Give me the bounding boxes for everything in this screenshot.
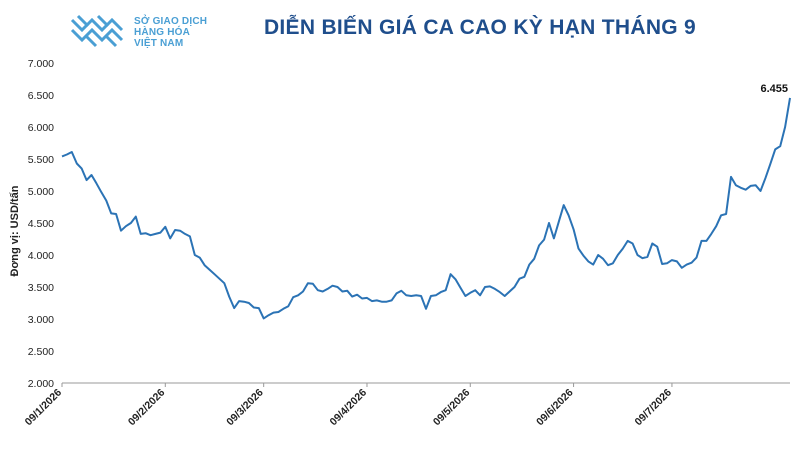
logo-line-2: HÀNG HÓA (134, 27, 191, 38)
header: SỞ GIAO DỊCH HÀNG HÓA VIỆT NAM DIỄN BIẾN… (0, 0, 800, 60)
logo-line-3: VIỆT NAM (134, 38, 184, 49)
data-labels: 6.455 (760, 83, 788, 95)
x-tick-label: 09/5/2026 (431, 387, 473, 429)
y-tick-label: 3.000 (28, 314, 54, 326)
y-tick-label: 2.500 (28, 346, 54, 358)
x-tick-label: 09/6/2026 (534, 387, 576, 429)
chart-title: DIỄN BIẾN GIÁ CA CAO KỲ HẠN THÁNG 9 (263, 16, 697, 39)
y-tick-label: 2.000 (28, 378, 54, 390)
x-tick-label: 09/7/2026 (633, 387, 675, 429)
y-ticks: 2.000 2.500 3.000 3.500 4.000 4.500 5.000 5.500… (28, 58, 54, 390)
x-tick-label: 09/1/2026 (23, 387, 65, 429)
y-tick-label: 3.500 (28, 282, 54, 294)
x-tick-label: 09/4/2026 (328, 387, 370, 429)
logo-text: SỞ GIAO DỊCH HÀNG HÓA VIỆT NAM (134, 16, 207, 49)
x-tick-label: 09/3/2026 (224, 387, 266, 429)
price-line (61, 97, 791, 320)
x-ticks: 09/1/2026 09/2/2026 09/3/2026 09/4/2026 09/5… (23, 383, 675, 429)
logo: SỞ GIAO DỊCH HÀNG HÓA VIỆT NAM (70, 12, 220, 52)
mxv-logo-icon (70, 14, 124, 48)
y-tick-label: 4.500 (28, 218, 54, 230)
series (61, 97, 791, 320)
last-value-label: 6.455 (760, 83, 788, 95)
y-tick-label: 6.500 (28, 90, 54, 102)
y-tick-label: 4.000 (28, 250, 54, 262)
x-tick-label: 09/2/2026 (126, 387, 168, 429)
y-tick-label: 5.000 (28, 186, 54, 198)
y-tick-label: 6.000 (28, 122, 54, 134)
y-tick-label: 7.000 (28, 58, 54, 70)
y-tick-label: 5.500 (28, 154, 54, 166)
logo-line-1: SỞ GIAO DỊCH (134, 16, 208, 27)
